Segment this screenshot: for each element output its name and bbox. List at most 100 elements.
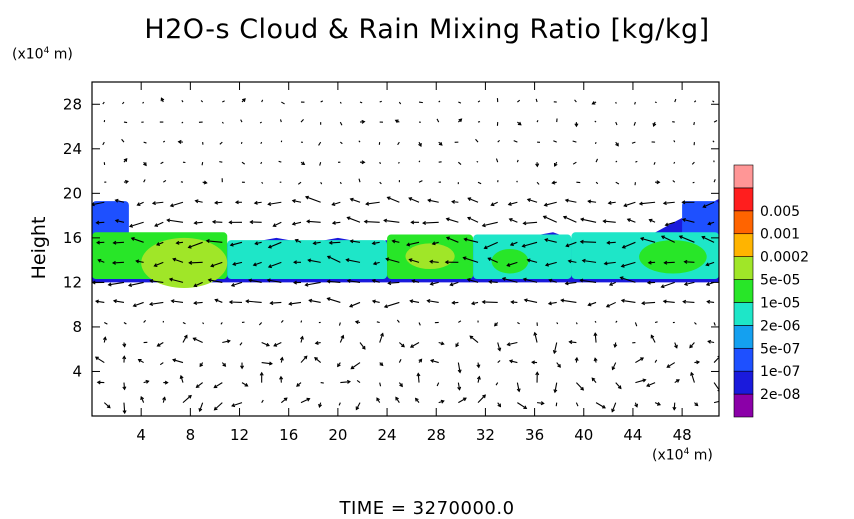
wind-vector [674, 98, 677, 103]
wind-vector [300, 398, 310, 404]
wind-vector-head [312, 241, 317, 246]
wind-vector-head [542, 215, 547, 220]
wind-vector-head [168, 277, 173, 282]
wind-vector [231, 402, 243, 407]
wind-vector [241, 382, 248, 387]
wind-vector [569, 341, 577, 344]
wind-vector-head [440, 341, 445, 346]
wind-vector-head [304, 195, 310, 200]
wind-vector-head [307, 258, 312, 263]
wind-vector [509, 218, 518, 223]
y-tick-label: 8 [72, 318, 82, 336]
wind-vector [143, 141, 147, 144]
wind-vector-head [379, 362, 384, 367]
wind-vector-head [123, 158, 128, 162]
wind-vector [143, 179, 146, 183]
wind-vector [450, 281, 459, 286]
wind-vector [682, 218, 695, 223]
wind-vector [615, 382, 622, 389]
wind-vector-head [288, 301, 293, 306]
wind-vector [653, 161, 656, 165]
wind-vector [297, 181, 302, 185]
wind-vector [544, 201, 557, 206]
wind-vector-head [214, 200, 219, 205]
wind-vector [565, 281, 577, 285]
wind-vector [712, 100, 715, 103]
wind-vector-head [154, 223, 159, 227]
wind-vector-head [122, 410, 127, 415]
wind-vector-head [564, 281, 569, 286]
wind-vector [222, 340, 230, 344]
wind-vector [231, 281, 243, 287]
wind-vector [588, 200, 597, 203]
wind-vector-head [172, 358, 177, 363]
wind-vector [622, 241, 636, 249]
wind-vector-head [172, 257, 177, 262]
wind-vector-field [92, 97, 719, 415]
wind-vector-head [345, 258, 350, 263]
wind-vector [508, 201, 518, 206]
wind-vector-head [626, 218, 631, 223]
wind-vector-head [652, 122, 657, 127]
wind-vector-head [481, 300, 486, 305]
wind-vector-head [701, 235, 706, 240]
wind-vector-head [553, 389, 558, 394]
colorbar-swatch [733, 233, 754, 257]
wind-vector-head [112, 240, 117, 245]
wind-vector [230, 241, 243, 246]
wind-vector [409, 258, 420, 263]
wind-vector-head [127, 283, 133, 288]
wind-vector-head [175, 240, 180, 245]
wind-vector-head [411, 279, 416, 284]
wind-vector-head [267, 244, 272, 249]
wind-vector [398, 359, 402, 363]
wind-vector [350, 240, 361, 243]
wind-vector [639, 201, 656, 205]
wind-vector [171, 300, 184, 303]
wind-vector [497, 139, 500, 143]
wind-vector [214, 382, 223, 389]
wind-vector [524, 299, 538, 303]
wind-vector [534, 332, 538, 343]
wind-vector-head [406, 242, 411, 247]
wind-vector-head [470, 301, 476, 306]
wind-vector-head [580, 217, 585, 222]
wind-vector-head [283, 397, 288, 402]
wind-vector [327, 280, 341, 283]
wind-vector-head [689, 344, 693, 349]
wind-vector-head [193, 283, 198, 288]
wind-vector [329, 241, 341, 244]
wind-vector [522, 241, 538, 247]
wind-vector-head [279, 356, 284, 361]
wind-vector [347, 280, 361, 283]
colorbar-swatch [733, 393, 754, 418]
colorbar-swatch [733, 325, 754, 349]
wind-vector [246, 300, 262, 303]
x-tick-label: 20 [328, 426, 347, 444]
wind-vector [549, 279, 557, 283]
wind-vector [555, 402, 558, 407]
wind-vector [366, 201, 380, 205]
wind-vector [314, 357, 322, 363]
wind-vector-head [296, 383, 300, 387]
wind-vector [195, 200, 203, 203]
wind-vector [152, 201, 164, 204]
wind-vector-head [326, 297, 331, 302]
wind-vector-head [371, 279, 376, 283]
wind-vector [143, 320, 147, 323]
wind-vector-head [664, 222, 669, 227]
cloud-core [405, 243, 455, 270]
wind-vector [129, 221, 144, 228]
wind-vector [267, 279, 282, 283]
wind-vector [693, 121, 695, 126]
wind-vector-head [683, 259, 688, 264]
wind-vector [608, 201, 616, 204]
wind-vector-head [231, 403, 236, 408]
wind-vector [580, 218, 597, 223]
wind-vector [219, 161, 223, 163]
wind-vector-head [92, 202, 95, 207]
wind-vector [372, 279, 380, 283]
wind-vector-head [409, 344, 414, 348]
colorbar-label: 5e-05 [760, 273, 800, 289]
wind-vector-head [303, 355, 308, 360]
